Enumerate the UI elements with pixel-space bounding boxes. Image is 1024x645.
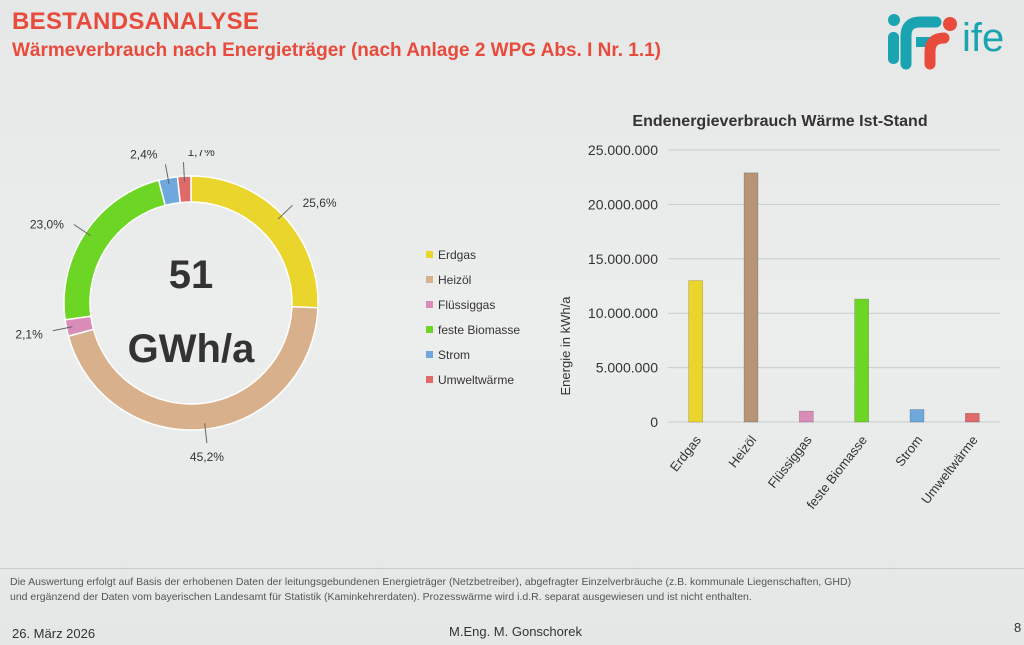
legend-label: Umweltwärme [438, 372, 515, 387]
donut-leader-line [182, 162, 186, 183]
y-tick-label: 5.000.000 [596, 360, 658, 376]
legend-label: Flüssiggas [438, 297, 496, 312]
footer-note: Die Auswertung erfolgt auf Basis der erh… [10, 575, 1020, 605]
donut-slice-umweltwaerme [176, 175, 192, 204]
y-tick-label: 0 [650, 414, 658, 430]
donut-data-label: 23,0% [30, 217, 64, 231]
y-tick-label: 15.000.000 [588, 251, 658, 267]
footer-date: 26. März 2026 [12, 626, 96, 641]
donut-data-label: 2,4% [130, 150, 158, 161]
page-subtitle: Wärmeverbrauch nach Energieträger (nach … [12, 40, 662, 61]
x-tick-label: feste Biomasse [803, 433, 870, 512]
footer-divider [0, 568, 1024, 569]
footer-note-line1: Die Auswertung erfolgt auf Basis der erh… [10, 576, 852, 588]
x-tick-label: Erdgas [667, 432, 704, 474]
page-number: 8 [1014, 620, 1022, 635]
y-tick-label: 20.000.000 [588, 196, 658, 212]
donut-slice-feste-biomasse [63, 179, 167, 321]
donut-chart: 25,6% 45,2% 2,1% 23,0% 2,4% 1,7% 51 GWh/a [15, 150, 337, 464]
legend-item-strom: Strom [426, 342, 520, 367]
x-tick-label: Strom [892, 433, 925, 470]
donut-data-label: 1,7% [187, 150, 215, 159]
x-tick-label: Flüssiggas [765, 432, 815, 491]
legend-swatch [426, 276, 433, 283]
legend-item-erdgas: Erdgas [426, 242, 520, 267]
logo-mark-icon [888, 14, 957, 70]
donut-data-label: 45,2% [190, 450, 224, 464]
bar-fluessiggas [799, 410, 814, 423]
bar-heizoel [743, 172, 759, 423]
legend-swatch [426, 326, 433, 333]
footer-author: M.Eng. M. Gonschorek [449, 624, 582, 639]
bar-umweltwaerme [965, 412, 980, 423]
legend-label: Heizöl [438, 272, 472, 287]
donut-data-label: 25,6% [303, 196, 337, 210]
bar-feste-biomasse [854, 298, 869, 423]
legend-item-heizoel: Heizöl [426, 267, 520, 292]
donut-center-value: 51 [169, 253, 214, 297]
legend-item-feste-biomasse: feste Biomasse [426, 317, 520, 342]
donut-center-unit: GWh/a [128, 327, 255, 371]
legend-label: feste Biomasse [438, 322, 521, 337]
donut-legend: Erdgas Heizöl Flüssiggas feste Biomasse Stro… [426, 242, 520, 392]
legend-label: Strom [438, 347, 471, 362]
y-tick-label: 25.000.000 [588, 142, 658, 158]
ife-logo: ife [886, 8, 1016, 70]
donut-leader-line [277, 204, 293, 220]
legend-swatch [426, 351, 433, 358]
x-tick-label: Heizöl [725, 433, 759, 471]
bar-chart: Endenergieverbrauch Wärme Ist-Stand Ener… [558, 113, 1000, 512]
x-tick-label: Umweltwärme [918, 433, 981, 507]
page-title: BESTANDSANALYSE [12, 8, 260, 35]
legend-swatch [426, 251, 433, 258]
bar-chart-ylabel: Energie in kWh/a [558, 296, 573, 396]
legend-item-fluessiggas: Flüssiggas [426, 292, 520, 317]
bar-chart-title: Endenergieverbrauch Wärme Ist-Stand [632, 113, 927, 130]
y-tick-label: 10.000.000 [588, 305, 658, 321]
donut-leader-line [164, 164, 170, 185]
donut-leader-line [73, 224, 91, 237]
bar-strom [909, 409, 925, 423]
legend-label: Erdgas [438, 247, 477, 262]
donut-data-label: 2,1% [15, 328, 43, 342]
footer-note-line2: und ergänzend der Daten vom bayerischen … [10, 591, 752, 603]
bar-erdgas [688, 280, 703, 423]
legend-swatch [426, 376, 433, 383]
legend-item-umweltwaerme: Umweltwärme [426, 367, 520, 392]
donut-leader-line [204, 423, 208, 444]
legend-swatch [426, 301, 433, 308]
donut-leader-line [52, 326, 73, 332]
logo-text: ife [962, 16, 1005, 60]
